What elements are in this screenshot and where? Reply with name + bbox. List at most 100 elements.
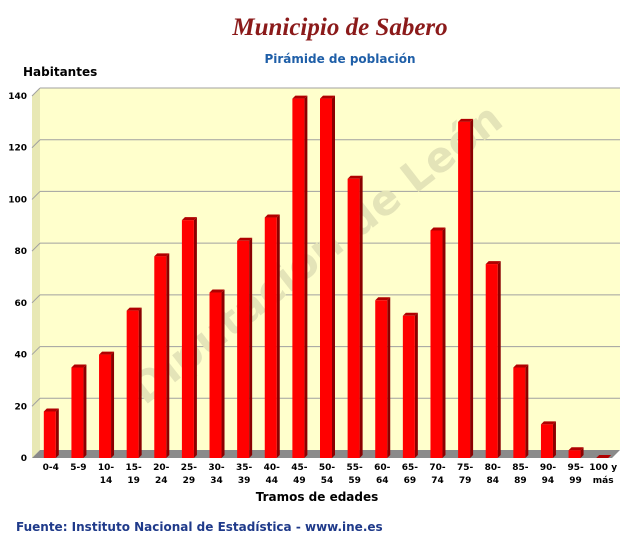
bar-top (292, 95, 308, 99)
x-tick-label: 60- (374, 463, 391, 473)
bar-top (181, 217, 197, 221)
bar-side (138, 307, 142, 458)
x-tick-label: 84 (486, 476, 499, 486)
x-tick-label: 70- (429, 463, 446, 473)
bar-side (304, 95, 308, 458)
y-axis-label: Habitantes (23, 65, 98, 79)
x-tick-label: 89 (514, 476, 527, 486)
bar-top (375, 297, 391, 301)
x-tick-label: 30- (208, 463, 225, 473)
x-tick-label: 0-4 (43, 463, 59, 473)
bar (402, 315, 415, 458)
bar-top (596, 455, 612, 458)
y-tick-label: 20 (14, 402, 27, 412)
bar (292, 98, 305, 458)
x-tick-label: 40- (264, 463, 281, 473)
bar-side (276, 214, 280, 458)
bar-side (359, 175, 363, 458)
bar-side (166, 253, 170, 458)
x-tick-label: 45- (291, 463, 308, 473)
bar (99, 354, 112, 458)
bar-top (237, 237, 253, 241)
bar (540, 424, 553, 458)
chart-title: Municipio de Sabero (232, 14, 448, 41)
gridline-depth (31, 139, 41, 149)
bar-side (442, 227, 446, 458)
bar-side (55, 408, 59, 458)
x-tick-label: 34 (210, 476, 223, 486)
bar (181, 220, 194, 458)
x-tick-label: 85- (512, 463, 529, 473)
x-tick-label: 19 (127, 476, 140, 486)
bar (43, 411, 56, 458)
bar-top (126, 307, 142, 311)
bar-top (264, 214, 280, 218)
y-tick-label: 60 (14, 299, 27, 309)
x-tick-label: 90- (540, 463, 557, 473)
bar-side (111, 351, 115, 458)
y-tick-label: 0 (21, 454, 27, 464)
bar-top (485, 261, 501, 265)
bar (485, 264, 498, 458)
x-tick-label: 50- (319, 463, 336, 473)
x-tick-label: 100 y (589, 463, 617, 473)
x-tick-label: 20- (153, 463, 170, 473)
x-axis-label: Tramos de edades (255, 490, 379, 504)
x-tick-label: 25- (181, 463, 198, 473)
x-tick-label: 65- (402, 463, 419, 473)
x-tick-label: 80- (485, 463, 502, 473)
x-tick-label: 10- (98, 463, 115, 473)
bar-top (513, 364, 529, 368)
y-tick-label: 40 (14, 351, 27, 361)
bar-top (347, 175, 363, 179)
bar (375, 300, 388, 458)
bar-side (249, 237, 253, 458)
bar-top (43, 408, 59, 412)
x-tick-label: 29 (183, 476, 196, 486)
x-tick-label: 75- (457, 463, 474, 473)
bar-side (332, 95, 335, 458)
bar (237, 240, 250, 458)
bar-side (193, 217, 197, 458)
x-tick-label: 99 (569, 476, 582, 486)
x-tick-label: 54 (321, 476, 334, 486)
bar-side (470, 118, 474, 458)
gridline-depth (31, 294, 41, 304)
bar (347, 178, 360, 458)
x-tick-label: 94 (542, 476, 555, 486)
gridline-depth (31, 346, 41, 355)
y-tick-label: 100 (8, 195, 27, 205)
bar-side (497, 261, 501, 458)
x-tick-label: 74 (431, 476, 444, 486)
x-tick-label: 69 (404, 476, 417, 486)
gridline-depth (31, 191, 41, 200)
x-tick-label: 79 (459, 476, 472, 486)
bar (320, 98, 332, 458)
bar (513, 367, 526, 458)
x-tick-label: 14 (100, 476, 113, 486)
source-footer: Fuente: Instituto Nacional de Estadístic… (16, 520, 383, 534)
bar (458, 121, 471, 458)
bar (568, 450, 581, 458)
x-tick-label: 35- (236, 463, 253, 473)
bar-side (387, 297, 391, 458)
bar-side (414, 312, 418, 458)
bar-side (83, 364, 87, 458)
bar (126, 310, 139, 458)
y-tick-label: 120 (8, 144, 27, 154)
bar-side (580, 447, 584, 458)
x-tick-label: 24 (155, 476, 168, 486)
x-tick-label: 64 (376, 476, 389, 486)
x-tick-label: 15- (126, 463, 143, 473)
bar-top (320, 95, 335, 99)
bar (430, 230, 443, 458)
bar-side (221, 289, 225, 458)
gridline-depth (31, 397, 41, 407)
x-tick-label: 49 (293, 476, 306, 486)
chart-subtitle: Pirámide de población (264, 52, 416, 66)
x-tick-label: 59 (348, 476, 361, 486)
bar-top (99, 351, 115, 355)
x-tick-label: 55- (346, 463, 363, 473)
bar-top (402, 312, 418, 316)
